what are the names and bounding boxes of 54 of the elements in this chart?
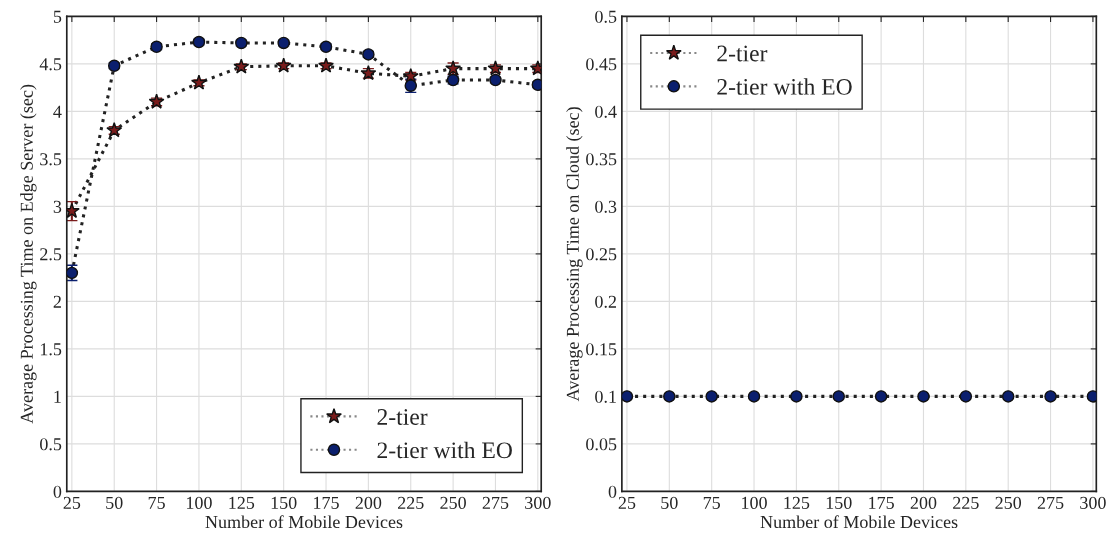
y-tick-label: 1.5 — [40, 343, 62, 356]
y-tick-label: 0.45 — [586, 58, 617, 71]
y-tick-label: 0 — [608, 485, 617, 498]
legend-label: 2-tier with EO — [377, 441, 512, 459]
x-axis-title: Number of Mobile Devices — [760, 515, 958, 529]
y-tick-label: 5 — [53, 10, 62, 23]
y-tick-label: 4.5 — [39, 58, 62, 71]
x-tick-label: 250 — [440, 496, 466, 509]
y-tick-label: 3 — [53, 200, 62, 213]
y-tick-label: 0.25 — [586, 248, 617, 261]
x-tick-label: 25 — [63, 496, 81, 509]
y-tick-label: 2.5 — [40, 248, 62, 261]
y-tick-label: 0.4 — [595, 105, 617, 118]
x-tick-label: 200 — [910, 496, 937, 509]
y-tick-label: 0.5 — [40, 438, 62, 451]
y-tick-label: 1 — [54, 390, 61, 403]
x-axis-title: Number of Mobile Devices — [205, 515, 403, 529]
y-tick-label: 0.3 — [595, 200, 617, 213]
y-axis-title: Average Processing Time on Cloud (sec) — [566, 107, 583, 402]
x-tick-label: 275 — [1037, 496, 1064, 509]
x-tick-label: 250 — [995, 496, 1022, 509]
x-tick-label: 175 — [869, 496, 894, 509]
x-tick-label: 100 — [186, 496, 212, 509]
x-tick-label: 125 — [784, 496, 810, 509]
legend-label: 2-tier with EO — [717, 78, 852, 95]
y-tick-label: 0.1 — [595, 390, 616, 403]
y-tick-label: 2 — [53, 295, 61, 308]
y-tick-label: 0.05 — [586, 438, 617, 451]
x-tick-label: 275 — [482, 496, 509, 509]
x-tick-label: 125 — [229, 496, 255, 509]
x-tick-label: 75 — [148, 496, 165, 509]
y-tick-label: 0.2 — [595, 295, 617, 308]
y-tick-label: 0 — [53, 485, 62, 498]
x-tick-label: 175 — [314, 496, 339, 509]
x-tick-label: 150 — [271, 496, 297, 509]
x-tick-label: 200 — [355, 496, 382, 509]
y-axis-title: Average Processing Time on Edge Server (sec) — [20, 84, 37, 424]
y-tick-label: 0.15 — [586, 343, 617, 356]
legend-label: 2-tier — [377, 409, 428, 425]
x-tick-label: 300 — [1080, 496, 1106, 509]
x-tick-label: 25 — [618, 496, 636, 509]
y-tick-label: 3.5 — [40, 153, 62, 166]
x-tick-label: 50 — [106, 496, 123, 509]
x-tick-label: 150 — [826, 496, 852, 509]
legend-label: 2-tier — [717, 45, 768, 62]
x-tick-label: 50 — [661, 496, 678, 509]
x-tick-label: 75 — [703, 496, 720, 509]
y-tick-label: 4 — [53, 105, 62, 118]
x-tick-label: 225 — [953, 496, 979, 509]
y-tick-label: 0.5 — [595, 10, 617, 23]
y-tick-label: 0.35 — [586, 153, 617, 166]
x-tick-label: 300 — [525, 496, 551, 509]
x-tick-label: 100 — [742, 496, 767, 509]
x-tick-label: 225 — [398, 496, 424, 509]
